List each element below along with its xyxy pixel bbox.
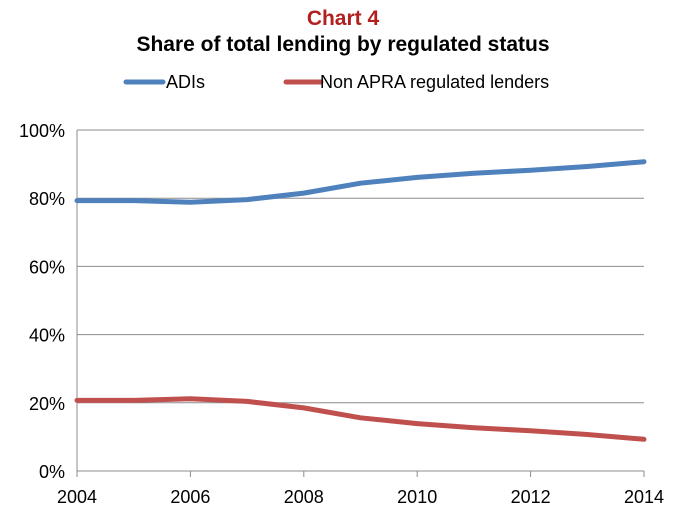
series-line-adis <box>74 159 647 205</box>
chart-subtitle: Share of total lending by regulated stat… <box>136 33 549 56</box>
y-tick-label: 100% <box>19 121 65 141</box>
x-tick-label: 2014 <box>624 487 664 507</box>
x-tick-label: 2010 <box>397 487 437 507</box>
y-tick-label: 20% <box>29 394 65 414</box>
legend-label-non-apra: Non APRA regulated lenders <box>320 72 549 92</box>
series-line-non-apra <box>74 396 647 442</box>
legend-label-adis: ADIs <box>166 72 205 92</box>
x-tick-label: 2012 <box>511 487 551 507</box>
plot-area: 0% 20% 40% 60% 80% 100% 2004 2006 2008 2010 2012 20… <box>19 121 664 507</box>
y-tick-label: 80% <box>29 189 65 209</box>
y-tick-label: 40% <box>29 326 65 346</box>
legend: ADIs Non APRA regulated lenders <box>123 72 549 92</box>
x-tick-label: 2006 <box>170 487 210 507</box>
x-tick-label: 2004 <box>57 487 97 507</box>
y-tick-label: 60% <box>29 257 65 277</box>
chart-title: Chart 4 <box>307 7 380 30</box>
y-tick-label: 0% <box>39 462 65 482</box>
x-tick-label: 2008 <box>284 487 324 507</box>
